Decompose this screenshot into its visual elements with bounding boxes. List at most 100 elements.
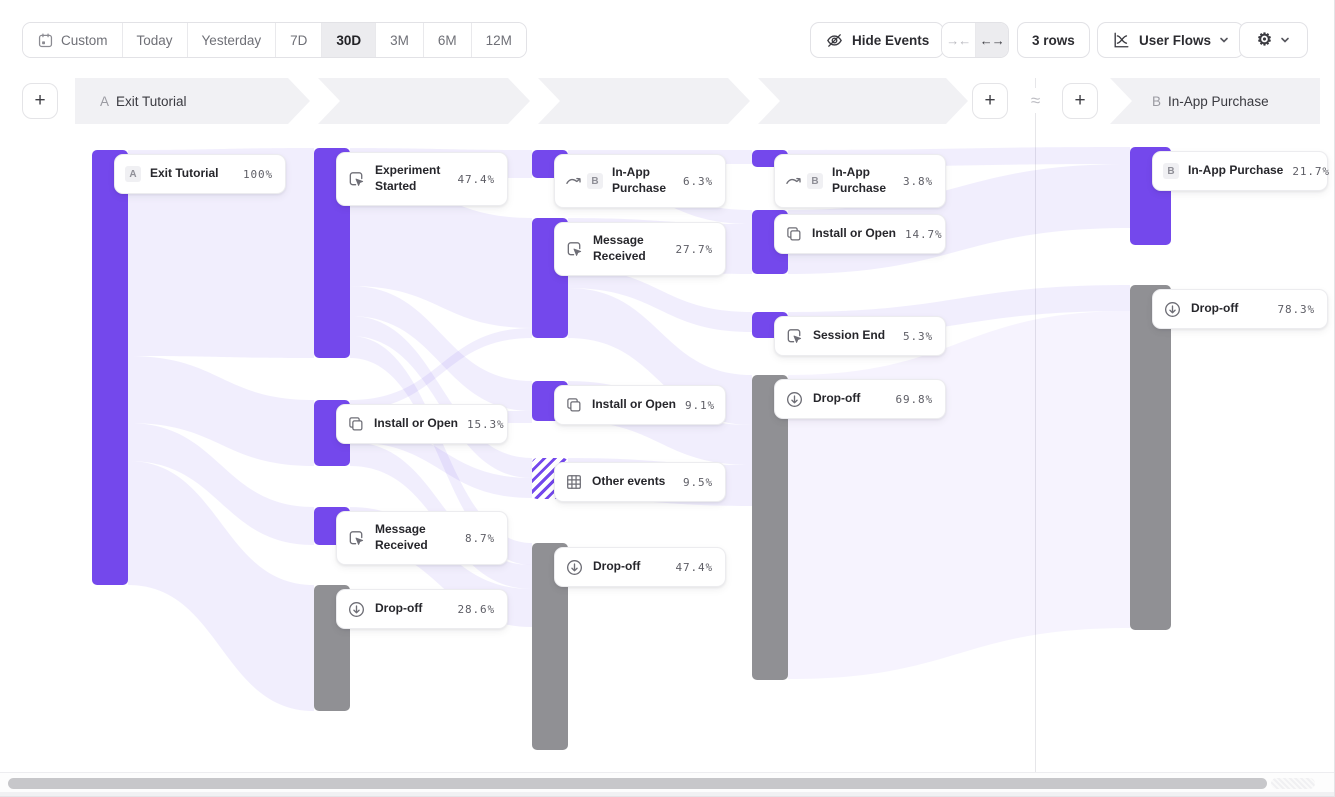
date-range-12m[interactable]: 12M — [471, 23, 526, 57]
node-label: Session End — [813, 328, 886, 343]
expand-columns-button[interactable]: ←→ — [975, 23, 1008, 57]
letter-B-badge: B — [1163, 163, 1179, 179]
flow-link-a-b2[interactable] — [128, 356, 314, 466]
flow-node-card-d3[interactable]: Session End 5.3% — [774, 316, 946, 356]
flow-node-card-c4[interactable]: Other events 9.5% — [554, 462, 726, 502]
dropoff-icon — [1163, 300, 1182, 319]
step-a-letter: A — [100, 93, 110, 109]
flow-link-b2-c2[interactable] — [350, 328, 532, 410]
step-band-a-seg3[interactable] — [538, 78, 750, 124]
view-label: User Flows — [1139, 32, 1212, 48]
node-percentage: 3.8% — [902, 174, 933, 188]
node-icon-group — [347, 600, 366, 619]
collapse-columns-button[interactable]: →← — [942, 23, 976, 57]
node-percentage: 28.6% — [457, 602, 495, 616]
node-percentage: 6.3% — [682, 174, 713, 188]
flow-link-d4-e2[interactable] — [788, 311, 1130, 679]
date-range-label: Yesterday — [201, 32, 262, 48]
date-range-6m[interactable]: 6M — [423, 23, 472, 57]
hide-events-button[interactable]: Hide Events — [810, 22, 945, 58]
node-icon-group — [347, 529, 366, 548]
flow-link-b1-c3[interactable] — [350, 286, 532, 411]
flow-node-card-c1[interactable]: B In-App Purchase 6.3% — [554, 154, 726, 208]
letter-A-badge: A — [125, 166, 141, 182]
node-percentage: 69.8% — [895, 392, 933, 406]
flow-node-card-d4[interactable]: Drop-off 69.8% — [774, 379, 946, 419]
autotrack-icon — [347, 529, 366, 548]
date-range-7d[interactable]: 7D — [276, 23, 323, 57]
autotrack-icon — [785, 327, 804, 346]
step-b-label: In-App Purchase — [1168, 93, 1269, 109]
date-range-30d[interactable]: 30D — [322, 23, 377, 57]
date-range-label: 7D — [290, 32, 308, 48]
node-icon-group — [785, 327, 804, 346]
settings-dropdown[interactable]: ⚙ — [1239, 22, 1308, 58]
add-step-button-left[interactable]: + — [22, 83, 58, 119]
node-label: In-App Purchase — [832, 165, 887, 195]
autotrack-icon — [565, 240, 584, 259]
step-band-a-seg2[interactable] — [318, 78, 530, 124]
node-icon-group — [1163, 300, 1182, 319]
node-icon-group: A — [125, 166, 141, 182]
flow-node-card-d1[interactable]: B In-App Purchase 3.8% — [774, 154, 946, 208]
toolbar: Custom Today Yesterday 7D 30D 3M 6M 12M Hide Ev… — [0, 22, 1334, 58]
flow-node-card-a[interactable]: A Exit Tutorial 100% — [114, 154, 286, 194]
date-range-label: 6M — [437, 32, 457, 48]
node-icon-group — [347, 415, 365, 433]
date-range-today[interactable]: Today — [122, 23, 188, 57]
node-icon-group — [565, 396, 583, 414]
flow-node-card-c5[interactable]: Drop-off 47.4% — [554, 547, 726, 587]
node-label: Message Received — [593, 233, 646, 263]
flow-node-card-c2[interactable]: Message Received 27.7% — [554, 222, 726, 276]
flow-link-b1-c4[interactable] — [350, 316, 532, 478]
letter-B-badge: B — [587, 173, 603, 189]
add-step-button-mid[interactable]: + — [972, 83, 1008, 119]
step-band-a-seg1[interactable] — [75, 78, 310, 124]
flow-link-c2-d3[interactable] — [568, 268, 752, 332]
flow-link-a-b4[interactable] — [128, 461, 314, 711]
date-range-custom[interactable]: Custom — [23, 23, 123, 57]
flow-link-a-b3[interactable] — [128, 423, 314, 545]
flow-node-card-b1[interactable]: Experiment Started 47.4% — [336, 152, 508, 206]
node-percentage: 21.7% — [1292, 164, 1330, 178]
node-icon-group — [565, 473, 583, 491]
user-flows-icon — [1112, 31, 1131, 49]
step-band-a-seg4[interactable] — [758, 78, 968, 124]
rows-label: 3 rows — [1032, 32, 1075, 48]
node-percentage: 27.7% — [675, 242, 713, 256]
rows-button[interactable]: 3 rows — [1017, 22, 1090, 58]
date-range-3m[interactable]: 3M — [376, 23, 424, 57]
calendar-icon — [37, 32, 54, 49]
copy-icon — [565, 396, 583, 414]
node-icon-group: B — [785, 173, 823, 189]
flow-node-bar-d4[interactable] — [752, 375, 788, 680]
node-label: In-App Purchase — [1188, 163, 1284, 178]
view-selector[interactable]: User Flows — [1097, 22, 1245, 58]
eye-off-icon — [825, 31, 844, 50]
flow-node-card-c3[interactable]: Install or Open 9.1% — [554, 385, 726, 425]
copy-icon — [785, 225, 803, 243]
flow-node-bar-a[interactable] — [92, 150, 128, 585]
flow-node-bar-e2[interactable] — [1130, 285, 1171, 630]
flow-node-card-d2[interactable]: Install or Open 14.7% — [774, 214, 946, 254]
chevron-down-icon — [1220, 37, 1228, 43]
dropoff-icon — [785, 390, 804, 409]
date-range-yesterday[interactable]: Yesterday — [187, 23, 277, 57]
flow-node-card-b4[interactable]: Drop-off 28.6% — [336, 589, 508, 629]
node-label: Drop-off — [593, 559, 641, 574]
node-icon-group — [565, 240, 584, 259]
flow-node-card-e1[interactable]: B In-App Purchase 21.7% — [1152, 151, 1330, 191]
date-range-label: 3M — [390, 32, 409, 48]
step-band-b[interactable] — [1110, 78, 1320, 124]
node-label: Install or Open — [812, 226, 897, 241]
flow-node-card-b3[interactable]: Message Received 8.7% — [336, 511, 508, 565]
date-range-label: Today — [136, 32, 173, 48]
node-label: Install or Open — [592, 397, 677, 412]
flow-node-card-b2[interactable]: Install or Open 15.3% — [336, 404, 508, 444]
horizontal-scrollbar-thumb[interactable] — [8, 778, 1267, 789]
node-percentage: 78.3% — [1277, 302, 1315, 316]
add-step-button-right[interactable]: + — [1062, 83, 1098, 119]
node-label: Experiment Started — [375, 163, 441, 193]
step-a-label: Exit Tutorial — [116, 93, 187, 109]
flow-node-card-e2[interactable]: Drop-off 78.3% — [1152, 289, 1328, 329]
